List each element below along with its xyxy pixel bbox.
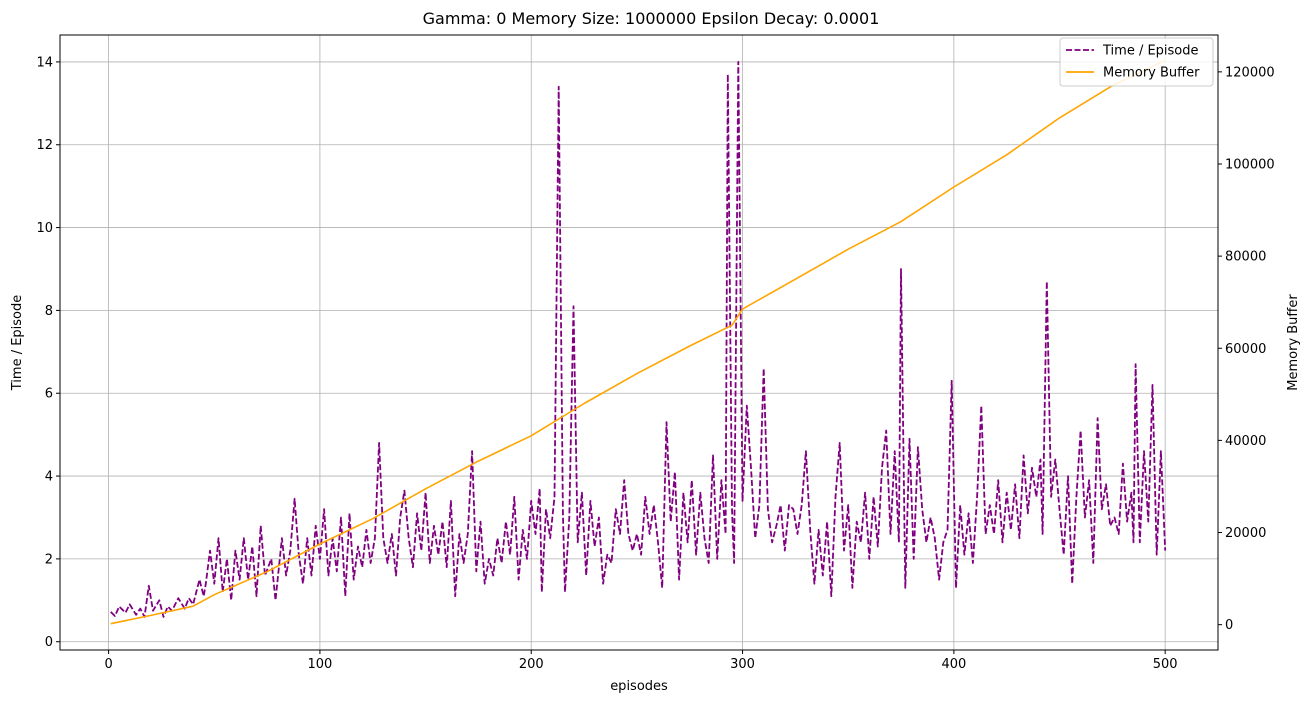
legend-entry-time-per-episode: Time / Episode <box>1102 44 1199 59</box>
axes-layer: 0 100 200 300 400 500 0 2 4 6 8 10 12 14 0 20000 40000 60… <box>36 55 1274 672</box>
x-tick-label: 0 <box>104 657 112 672</box>
x-tick-label: 100 <box>308 657 333 672</box>
plot-frame <box>59 34 1219 651</box>
legend: Time / Episode Memory Buffer <box>1059 37 1214 87</box>
y-right-tick-label: 40000 <box>1225 434 1266 449</box>
x-tick-label: 400 <box>941 657 966 672</box>
y-left-tick-label: 10 <box>36 221 53 236</box>
y-right-tick-label: 100000 <box>1225 157 1275 172</box>
y-right-tick-label: 0 <box>1225 618 1233 633</box>
series-line-memory-buffer <box>110 59 1166 625</box>
y-left-tick-label: 8 <box>45 304 53 319</box>
y-right-tick-label: 120000 <box>1225 65 1275 80</box>
y-left-tick-label: 0 <box>45 635 53 650</box>
y-left-tick-label: 4 <box>45 470 53 485</box>
y-right-tick-label: 80000 <box>1225 250 1266 265</box>
x-tick-label: 300 <box>730 657 755 672</box>
x-tick-label: 200 <box>519 657 544 672</box>
legend-entry-memory-buffer: Memory Buffer <box>1103 66 1200 81</box>
y-right-tick-label: 20000 <box>1225 526 1266 541</box>
chart-title: Gamma: 0 Memory Size: 1000000 Epsilon De… <box>423 9 880 28</box>
y-left-tick-label: 6 <box>45 387 53 402</box>
series-line-time-episode <box>110 61 1167 618</box>
y-left-tick-label: 12 <box>36 138 53 153</box>
x-tick-label: 500 <box>1153 657 1178 672</box>
y-axis-right-label: Memory Buffer <box>1286 294 1301 391</box>
y-right-tick-label: 60000 <box>1225 342 1266 357</box>
y-axis-left-label: Time / Episode <box>10 295 25 392</box>
x-axis-label: episodes <box>610 679 668 694</box>
grid-lines <box>60 35 1218 650</box>
series-layer <box>110 59 1167 625</box>
legend-box <box>1059 37 1214 87</box>
y-left-tick-label: 2 <box>45 552 53 567</box>
y-left-tick-label: 14 <box>36 55 53 70</box>
